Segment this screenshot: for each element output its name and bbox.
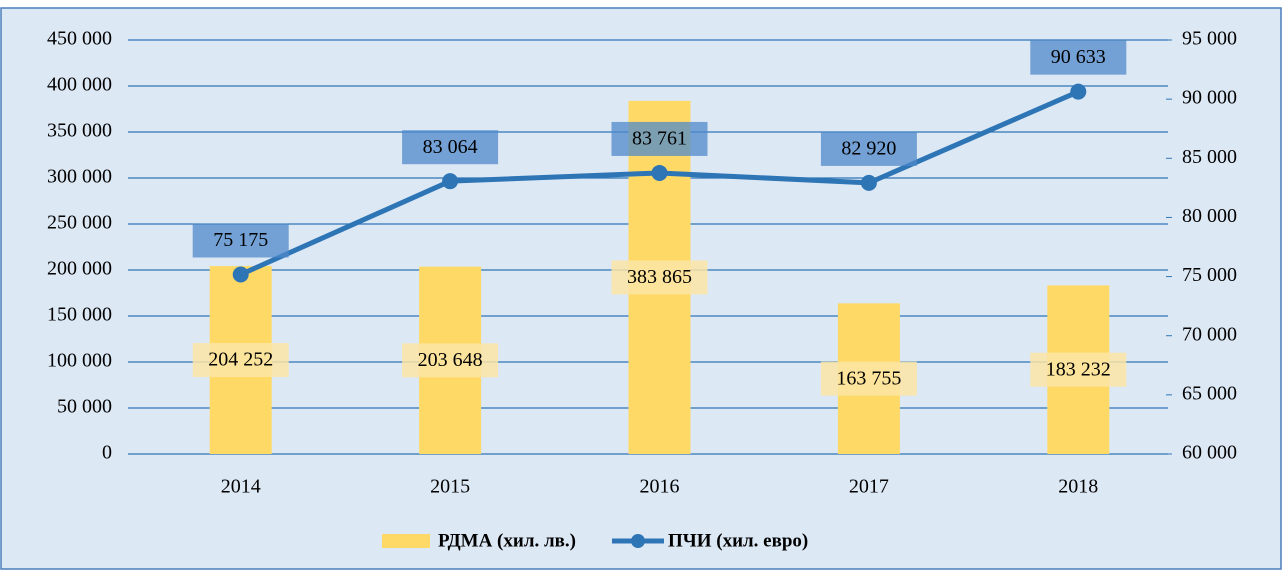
y-tick-label: 0	[102, 442, 112, 464]
x-tick-label: 2014	[221, 476, 261, 498]
data-label-box	[192, 223, 289, 258]
line-marker	[232, 266, 249, 283]
data-label: 204 252	[208, 349, 273, 371]
data-label: 90 633	[1051, 46, 1106, 68]
y2-tick-label: 80 000	[1182, 205, 1237, 227]
data-label: 383 865	[627, 266, 692, 288]
y-tick-label: 150 000	[47, 304, 112, 326]
x-tick-label: 2017	[849, 476, 889, 498]
legend-label: ПЧИ (хил. евро)	[668, 530, 808, 551]
y2-tick-label: 70 000	[1182, 323, 1237, 345]
y2-tick-label: 95 000	[1182, 28, 1237, 50]
data-label: 183 232	[1046, 358, 1111, 380]
y-tick-label: 50 000	[57, 396, 112, 418]
x-tick-label: 2016	[640, 476, 680, 498]
y2-tick-label: 85 000	[1182, 146, 1237, 168]
line-marker	[1070, 83, 1087, 100]
x-tick-label: 2018	[1058, 476, 1098, 498]
data-label-box	[820, 361, 917, 396]
y2-tick-label: 75 000	[1182, 264, 1237, 286]
data-label: 83 761	[632, 128, 687, 150]
data-label-box	[820, 131, 917, 166]
data-label: 203 648	[418, 349, 483, 371]
data-label-box	[192, 343, 289, 378]
y2-tick-label: 90 000	[1182, 87, 1237, 109]
data-label: 82 920	[841, 137, 896, 159]
data-label-box	[402, 130, 499, 165]
data-label: 83 064	[423, 136, 478, 158]
line-marker	[442, 173, 459, 190]
y-tick-label: 250 000	[47, 212, 112, 234]
legend-swatch	[630, 534, 645, 548]
y2-tick-label: 60 000	[1182, 442, 1237, 464]
y-tick-label: 100 000	[47, 350, 112, 372]
data-label-box	[1030, 40, 1127, 75]
data-label-box	[1030, 352, 1127, 387]
y-tick-label: 400 000	[47, 74, 112, 96]
data-label: 163 755	[836, 367, 901, 389]
y-tick-label: 300 000	[47, 166, 112, 188]
data-label-box	[611, 121, 708, 156]
data-label: 75 175	[213, 229, 268, 251]
line-marker	[860, 174, 877, 191]
data-label-box	[402, 343, 499, 378]
legend-swatch	[382, 534, 430, 548]
line-marker	[651, 164, 668, 181]
y-tick-label: 350 000	[47, 120, 112, 142]
y2-tick-label: 65 000	[1182, 382, 1237, 404]
y-tick-label: 200 000	[47, 258, 112, 280]
x-tick-label: 2015	[430, 476, 470, 498]
y-tick-label: 450 000	[47, 28, 112, 50]
legend-label: РДМА (хил. лв.)	[438, 530, 576, 551]
data-label-box	[611, 260, 708, 295]
